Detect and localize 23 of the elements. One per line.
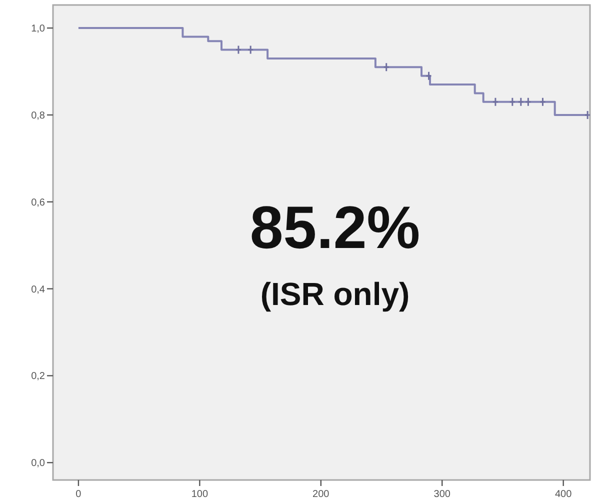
point [518, 97, 524, 107]
y-tick-label: 0,6 [31, 197, 46, 208]
annotation: (ISR only) [260, 276, 410, 312]
annotation: 85.2% [250, 194, 420, 261]
y-tick-label: 0,0 [31, 458, 46, 470]
point [509, 97, 516, 107]
y-tick-label: 0,8 [31, 110, 46, 122]
y-tick-label: 0,4 [31, 284, 46, 296]
x-tick-label: 0 [76, 489, 82, 500]
point [383, 62, 390, 72]
point [492, 97, 499, 107]
x-tick-label: 100 [191, 489, 208, 500]
point [247, 45, 254, 55]
point [539, 97, 546, 107]
x-tick-label: 400 [554, 489, 572, 500]
point [584, 110, 591, 120]
point [235, 45, 242, 55]
x-tick-label: 300 [434, 489, 451, 500]
x-tick-label: 200 [312, 489, 330, 500]
point [524, 97, 532, 107]
point [426, 71, 432, 81]
y-tick-label: 1,0 [31, 24, 46, 35]
y-tick-label: 0,2 [31, 371, 46, 382]
